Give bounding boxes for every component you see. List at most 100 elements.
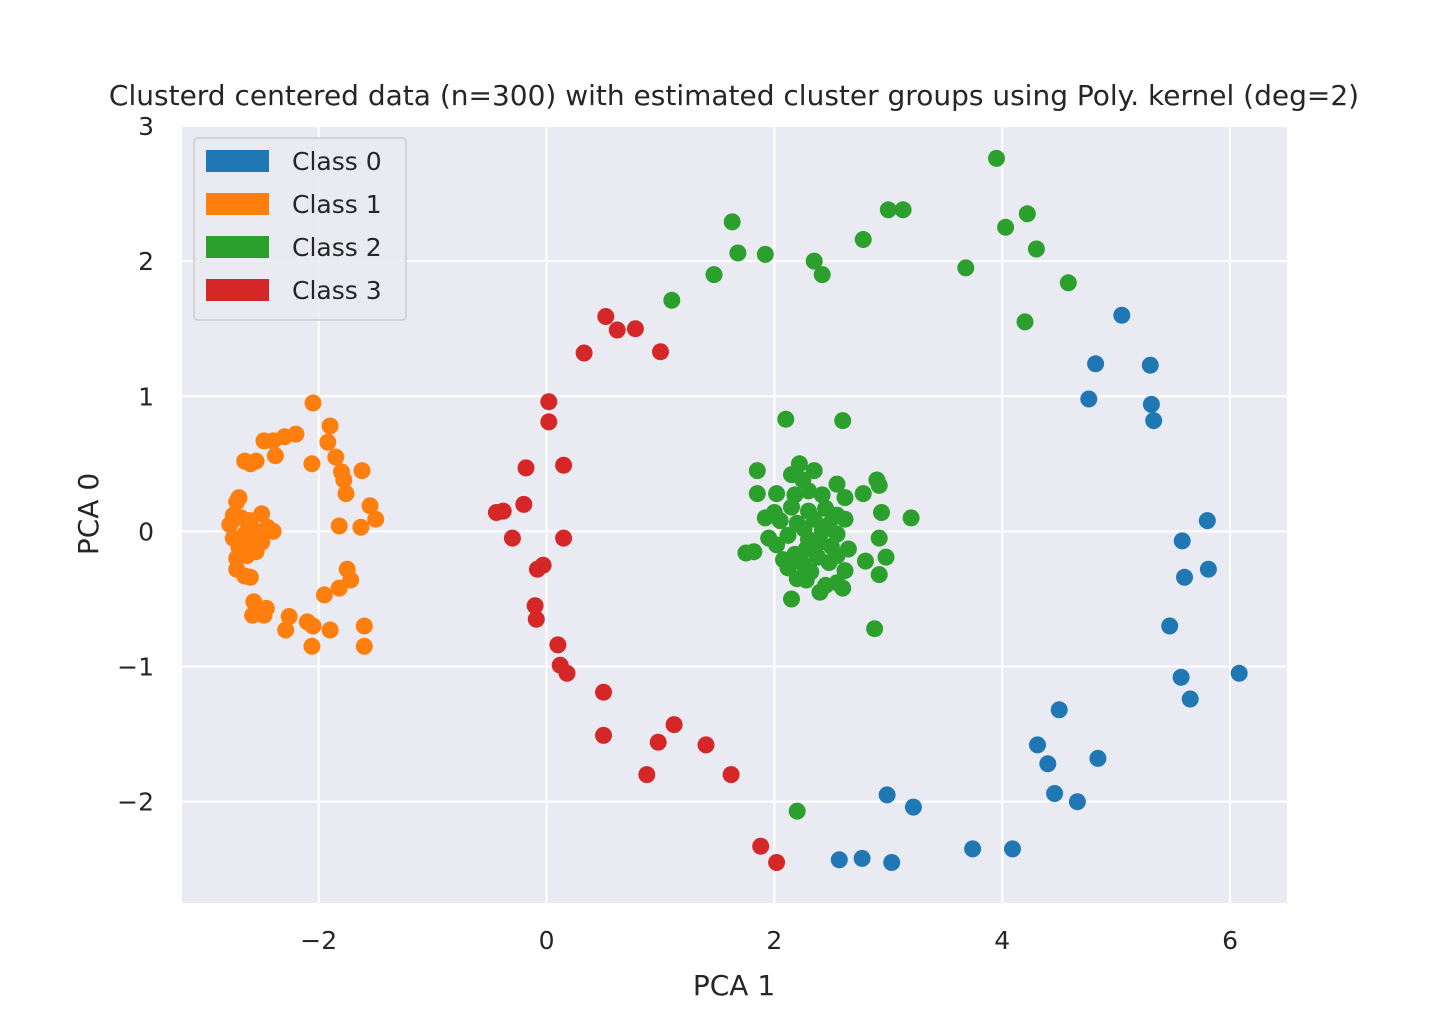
data-point bbox=[241, 568, 259, 586]
data-point bbox=[883, 854, 901, 871]
data-point bbox=[783, 498, 800, 516]
data-point bbox=[836, 562, 854, 580]
data-point bbox=[353, 462, 371, 480]
data-point bbox=[352, 518, 370, 536]
data-point bbox=[748, 462, 766, 480]
data-point bbox=[558, 664, 576, 682]
data-point bbox=[988, 149, 1005, 167]
data-point bbox=[964, 840, 982, 858]
data-point bbox=[722, 766, 740, 784]
data-point bbox=[236, 452, 254, 470]
series-class-2 bbox=[663, 149, 1077, 820]
data-point bbox=[705, 266, 723, 284]
legend-entry-label: Class 3 bbox=[292, 276, 382, 305]
data-point bbox=[1087, 355, 1105, 373]
data-point bbox=[1059, 274, 1077, 292]
data-point bbox=[487, 504, 505, 521]
data-point bbox=[608, 321, 626, 339]
data-point bbox=[230, 489, 248, 507]
data-point bbox=[878, 786, 896, 804]
data-point bbox=[748, 485, 766, 503]
data-point bbox=[853, 849, 871, 867]
y-tick-label: −2 bbox=[117, 788, 154, 817]
data-point bbox=[1145, 412, 1163, 430]
data-point bbox=[361, 497, 379, 515]
data-point bbox=[854, 231, 872, 248]
data-point bbox=[665, 716, 683, 734]
data-point bbox=[555, 529, 573, 547]
data-point bbox=[527, 610, 545, 628]
data-point bbox=[266, 447, 284, 465]
data-point bbox=[303, 637, 321, 655]
data-point bbox=[277, 621, 295, 639]
data-point bbox=[768, 536, 786, 554]
data-point bbox=[768, 485, 786, 503]
data-point bbox=[834, 579, 852, 597]
series-class-3 bbox=[487, 308, 786, 871]
data-point bbox=[330, 579, 348, 597]
data-point bbox=[1029, 736, 1046, 754]
data-point bbox=[528, 560, 546, 578]
data-point bbox=[1018, 205, 1036, 223]
data-point bbox=[997, 218, 1015, 236]
data-point bbox=[540, 413, 558, 431]
x-tick-label: 2 bbox=[766, 926, 782, 955]
data-point bbox=[1113, 306, 1131, 324]
y-tick-label: 2 bbox=[138, 247, 154, 276]
data-point bbox=[877, 548, 895, 566]
data-point bbox=[771, 512, 789, 530]
data-point bbox=[836, 489, 854, 507]
data-point bbox=[813, 266, 831, 284]
data-point bbox=[866, 620, 884, 638]
legend-box bbox=[193, 137, 407, 321]
series-class-0 bbox=[830, 306, 1248, 871]
data-point bbox=[367, 510, 385, 528]
y-axis-label: PCA 0 bbox=[72, 473, 105, 555]
legend-swatch bbox=[206, 236, 269, 258]
data-point bbox=[904, 798, 922, 816]
data-point bbox=[355, 617, 373, 635]
x-tick-label: 4 bbox=[994, 926, 1010, 955]
data-point bbox=[957, 259, 975, 277]
data-point bbox=[321, 417, 339, 435]
data-point bbox=[873, 504, 890, 521]
legend-entry-label: Class 0 bbox=[292, 147, 382, 176]
data-point bbox=[517, 459, 535, 477]
data-point bbox=[805, 462, 823, 480]
data-point bbox=[321, 621, 339, 639]
data-point bbox=[327, 448, 345, 466]
data-point bbox=[836, 510, 854, 528]
data-point bbox=[652, 343, 669, 361]
data-point bbox=[828, 475, 846, 493]
data-point bbox=[330, 517, 348, 535]
data-point bbox=[1046, 785, 1064, 802]
data-point bbox=[663, 291, 681, 309]
data-point bbox=[1173, 532, 1191, 550]
data-point bbox=[830, 851, 848, 869]
data-point bbox=[1027, 240, 1045, 258]
data-point bbox=[870, 566, 888, 584]
data-point bbox=[503, 529, 521, 547]
data-point bbox=[304, 617, 322, 635]
data-point bbox=[902, 509, 920, 527]
data-points bbox=[221, 149, 1248, 871]
data-point bbox=[255, 432, 273, 450]
series-class-1 bbox=[221, 394, 385, 655]
data-point bbox=[1142, 395, 1160, 413]
x-axis-label: PCA 1 bbox=[693, 969, 775, 1002]
legend-entry-label: Class 2 bbox=[292, 233, 382, 262]
data-point bbox=[1181, 690, 1199, 708]
data-point bbox=[255, 606, 273, 624]
data-point bbox=[870, 476, 888, 494]
data-point bbox=[1039, 755, 1057, 773]
x-tick-labels: −2 0 2 4 6 bbox=[300, 926, 1238, 955]
data-point bbox=[1176, 568, 1193, 586]
data-point bbox=[303, 455, 321, 473]
legend-entry-label: Class 1 bbox=[292, 190, 382, 219]
legend-swatch bbox=[206, 279, 269, 301]
data-point bbox=[253, 505, 271, 523]
data-point bbox=[626, 320, 644, 338]
y-tick-label: 3 bbox=[138, 112, 154, 141]
data-point bbox=[1050, 701, 1068, 719]
